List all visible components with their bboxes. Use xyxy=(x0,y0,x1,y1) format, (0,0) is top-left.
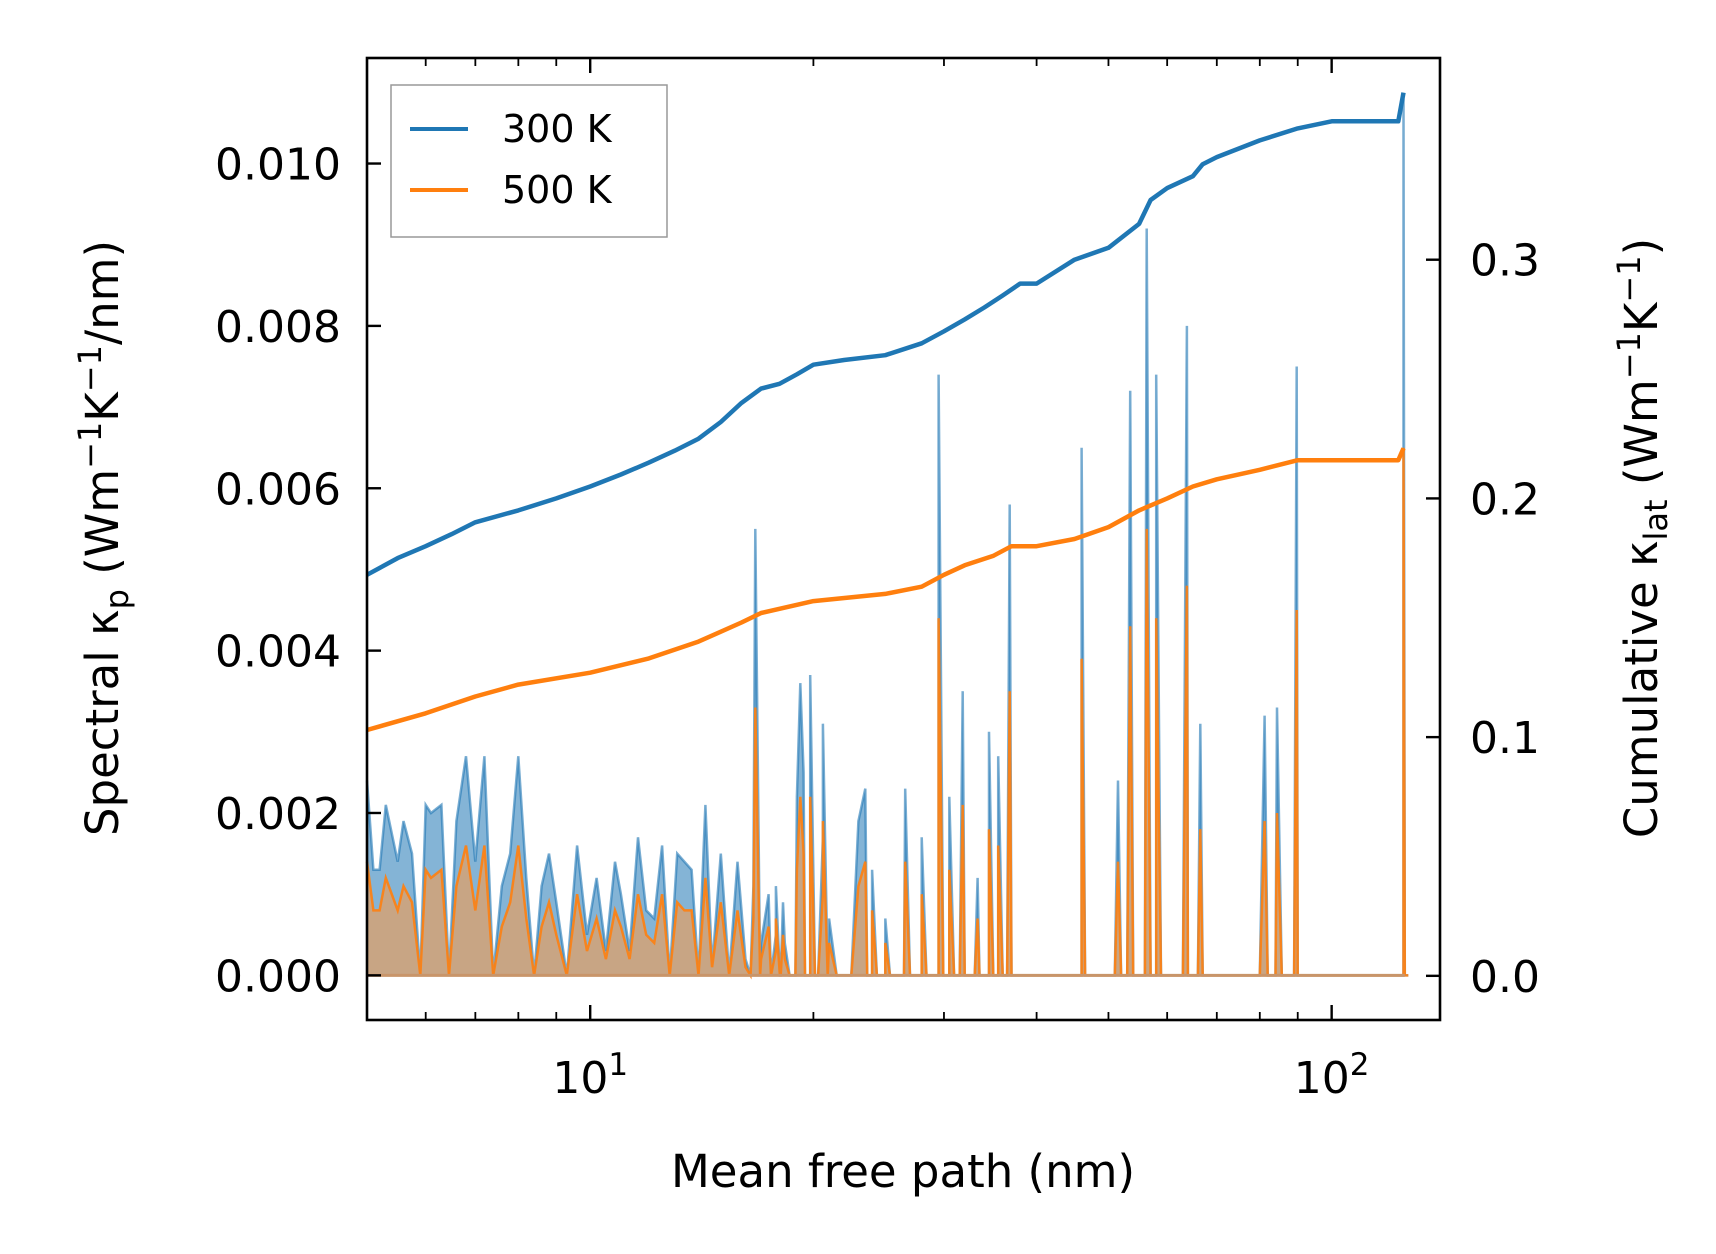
y-left-tick-label: 0.004 xyxy=(215,627,341,678)
x-tick-label: 101 xyxy=(552,1047,628,1104)
x-axis-label: Mean free path (nm) xyxy=(671,1145,1135,1198)
legend-label-500K: 500 K xyxy=(502,168,613,212)
y-right-tick-label: 0.2 xyxy=(1470,474,1540,525)
legend-box xyxy=(390,84,668,238)
plot-frame xyxy=(365,56,1442,1022)
y-left-tick-label: 0.010 xyxy=(215,140,341,191)
y-left-tick-label: 0.000 xyxy=(215,951,341,1002)
cumulative-line-500K xyxy=(366,447,1406,733)
cumulative-lines xyxy=(365,92,1406,733)
spectral-fills xyxy=(365,98,1409,980)
legend-label-300K: 300 K xyxy=(502,107,613,151)
y-left-axis-label: Spectral κp (Wm−1K−1/nm) xyxy=(71,240,136,836)
y-left-tick-label: 0.008 xyxy=(215,302,341,353)
cumulative-line-300K xyxy=(365,92,1406,577)
y-left-tick-label: 0.002 xyxy=(215,789,341,840)
y-right-tick-label: 0.0 xyxy=(1470,952,1540,1003)
legend: 300 K 500 K xyxy=(390,84,668,238)
y-right-axis-label: Cumulative κlat (Wm−1K−1) xyxy=(1610,238,1675,838)
x-tick-label: 102 xyxy=(1294,1047,1370,1104)
y-right-tick-label: 0.3 xyxy=(1470,236,1540,287)
y-left-tick-label: 0.006 xyxy=(215,464,341,515)
tick-labels: 0.000 0.002 0.004 0.006 0.008 0.010 0.0 0.1 0.2 0… xyxy=(215,140,1540,1104)
y-right-tick-label: 0.1 xyxy=(1470,713,1540,764)
spectral-fill-500K xyxy=(367,447,1409,976)
